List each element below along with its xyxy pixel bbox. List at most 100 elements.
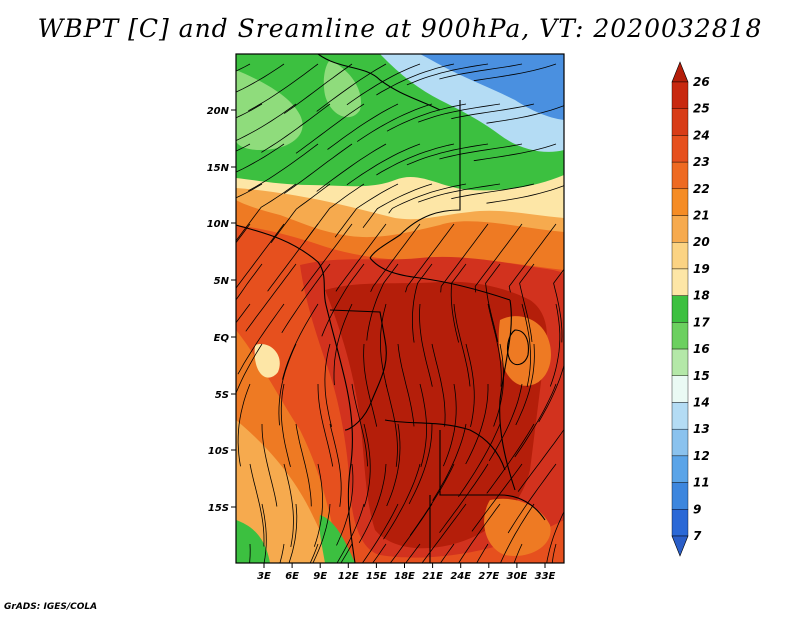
border-south-1 — [439, 430, 546, 521]
map-frame — [235, 53, 565, 564]
colorbar-segment — [671, 81, 689, 109]
streamline — [312, 503, 331, 563]
streamline — [486, 423, 535, 494]
map-title: WBPT [C] and Sreamline at 900hPa, VT: 20… — [37, 14, 763, 43]
streamline — [488, 383, 523, 462]
streamline — [473, 63, 557, 82]
streamline — [486, 105, 564, 124]
colorbar-segment — [671, 215, 689, 243]
border-central-1 — [369, 257, 511, 301]
colorbar-lower-triangle — [671, 535, 689, 557]
streamline — [336, 463, 354, 546]
streamline — [551, 543, 557, 563]
colorbar-label: 7 — [693, 529, 702, 543]
lat-tick-label: 10S — [208, 446, 229, 457]
border-central-3 — [384, 419, 506, 471]
streamline — [236, 223, 285, 289]
streamline — [281, 263, 331, 334]
colorbar-segment — [671, 161, 689, 190]
streamline — [309, 543, 319, 563]
border-east — [499, 299, 516, 491]
streamline — [280, 383, 291, 468]
streamline — [500, 503, 535, 563]
streamline — [465, 343, 475, 427]
streamline — [376, 63, 455, 96]
streamline — [440, 543, 455, 563]
colorbar-segment — [671, 242, 689, 270]
streamline — [236, 263, 263, 301]
streamline — [270, 183, 331, 243]
streamline — [513, 543, 523, 563]
streamline — [538, 363, 564, 423]
colorbar-segment — [671, 509, 689, 537]
streamline — [385, 383, 398, 467]
streamline — [324, 343, 332, 427]
lake-east — [506, 329, 529, 366]
streamline — [283, 463, 294, 547]
streamline — [508, 223, 557, 293]
streamline — [453, 303, 471, 387]
shade-green-southwest-small — [319, 515, 355, 563]
streamline — [295, 103, 365, 154]
grads-credit: GrADS: IGES/COLA — [4, 602, 98, 612]
lat-tick-label: 15N — [207, 163, 230, 174]
streamline — [356, 103, 433, 142]
streamline — [421, 503, 467, 563]
streamline — [493, 343, 504, 427]
streamline — [363, 423, 371, 507]
border-north-2 — [317, 54, 441, 111]
lat-tick-label: EQ — [214, 333, 230, 344]
coastline-west — [236, 224, 356, 563]
streamline — [236, 143, 251, 152]
shade-light-green-patches — [236, 60, 361, 150]
streamline — [507, 463, 557, 534]
streamline — [279, 543, 285, 563]
lat-tick-label: 20N — [207, 106, 230, 117]
streamline — [553, 268, 564, 343]
streamline — [370, 223, 421, 292]
streamline — [431, 343, 446, 427]
colorbar-segment — [671, 428, 689, 457]
streamline — [361, 503, 399, 563]
streamline — [514, 383, 557, 458]
streamline — [249, 463, 265, 547]
streamline — [363, 343, 378, 427]
colorbar-label: 14 — [693, 395, 710, 409]
colorbar-label: 25 — [693, 102, 710, 116]
streamline — [458, 503, 501, 563]
wbpt-shading — [236, 54, 564, 563]
streamline — [376, 143, 455, 176]
colorbar-segment — [671, 268, 689, 296]
colorbar-segment — [671, 482, 689, 510]
lon-tick-label: 3E — [257, 571, 271, 582]
streamline — [412, 263, 433, 343]
shade-yellow-coastal-blob — [254, 344, 280, 378]
streamlines — [236, 63, 564, 563]
colorbar-segment — [671, 108, 689, 136]
streamline — [334, 183, 399, 238]
shade-green-southwest — [236, 520, 270, 563]
streamline — [465, 384, 489, 465]
colorbar-upper-triangle — [671, 61, 689, 83]
streamline — [358, 463, 387, 543]
streamline — [362, 183, 433, 229]
lat-axis: 20N 15N 10N 5N EQ 5S 10S 15S — [207, 106, 236, 514]
streamline — [283, 143, 353, 194]
colorbar-label: 21 — [693, 209, 710, 223]
colorbar-label: 19 — [693, 262, 710, 276]
colorbar-label: 16 — [693, 342, 710, 356]
streamline — [317, 383, 334, 467]
streamline — [451, 103, 535, 120]
lon-tick-label: 9E — [313, 571, 327, 582]
streamline — [335, 223, 387, 292]
lon-tick-label: 18E — [394, 571, 415, 582]
streamline — [261, 503, 267, 563]
streamline — [546, 510, 564, 563]
streamline — [295, 423, 312, 507]
streamline — [313, 463, 324, 547]
lon-tick-label: 27E — [478, 571, 499, 582]
colorbar-label: 26 — [693, 75, 710, 89]
streamline — [450, 263, 467, 343]
colorbar-segment — [671, 375, 689, 403]
